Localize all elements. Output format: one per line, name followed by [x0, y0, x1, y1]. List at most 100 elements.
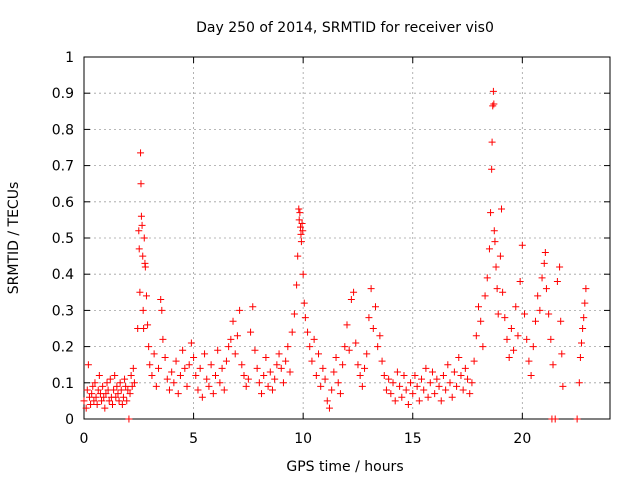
data-point [240, 372, 248, 380]
data-point [470, 357, 478, 365]
data-point [352, 339, 360, 347]
data-point [255, 379, 263, 387]
data-point [300, 299, 308, 307]
data-point [455, 353, 463, 361]
data-point [376, 332, 384, 340]
data-point [498, 205, 506, 213]
data-point [579, 325, 587, 332]
data-point [92, 393, 100, 401]
data-point [299, 270, 307, 278]
data-point [576, 353, 584, 361]
data-point [231, 350, 239, 358]
data-point [581, 299, 589, 307]
data-point [299, 227, 307, 235]
data-point [558, 350, 566, 358]
data-point [294, 252, 302, 260]
data-point [203, 375, 211, 383]
data-point [325, 404, 333, 412]
data-point [296, 209, 304, 217]
data-point [168, 368, 176, 376]
data-point [118, 401, 126, 409]
data-point [464, 375, 472, 383]
data-point [275, 350, 283, 358]
data-point [404, 401, 412, 409]
data-point [493, 285, 501, 293]
data-point [112, 393, 120, 401]
data-point [536, 306, 544, 314]
data-point [297, 230, 305, 238]
y-tick-label: 0.3 [52, 303, 74, 319]
data-point [475, 303, 482, 311]
data-point [152, 382, 160, 390]
data-point [249, 303, 257, 311]
data-point [297, 238, 305, 246]
data-point [321, 375, 329, 383]
data-point [319, 364, 327, 372]
data-point [582, 285, 590, 293]
data-point [174, 390, 182, 398]
data-point [100, 393, 108, 401]
data-point [435, 382, 443, 390]
data-point [380, 372, 388, 380]
data-point [422, 364, 430, 372]
data-point [402, 386, 410, 394]
data-point [94, 386, 102, 394]
data-point [472, 332, 480, 340]
data-point [106, 375, 114, 383]
data-point [293, 281, 301, 289]
y-tick-label: 0.1 [52, 376, 74, 392]
data-point [491, 238, 499, 246]
data-point [260, 372, 268, 380]
data-point [145, 343, 153, 351]
data-point [253, 364, 261, 372]
data-point [144, 321, 152, 329]
data-point [556, 263, 564, 271]
data-point [489, 102, 497, 110]
data-point [345, 346, 353, 354]
data-point [358, 382, 366, 390]
data-point [525, 357, 533, 365]
data-point [424, 393, 432, 401]
data-point [286, 368, 294, 376]
data-point [557, 317, 565, 325]
data-point [494, 310, 502, 318]
data-point [298, 220, 306, 228]
data-point [148, 372, 156, 380]
data-point [103, 379, 111, 387]
data-point [542, 285, 550, 293]
data-point [531, 317, 539, 325]
data-point [332, 353, 340, 361]
data-point [505, 353, 513, 361]
data-point [304, 328, 312, 336]
grid-lines [84, 57, 610, 419]
data-point [161, 353, 169, 361]
data-point [179, 346, 187, 354]
y-tick-label: 0 [65, 412, 74, 428]
data-point [343, 321, 351, 329]
data-point [229, 317, 237, 325]
data-point [290, 310, 298, 318]
data-point [418, 375, 426, 383]
data-point [284, 343, 292, 351]
data-point [374, 343, 382, 351]
data-point [88, 390, 96, 398]
data-point [105, 397, 113, 405]
data-point [238, 361, 246, 369]
y-tick-label: 0.8 [52, 122, 74, 138]
data-point [196, 364, 204, 372]
data-point [140, 325, 148, 332]
data-point [490, 227, 498, 235]
data-point [146, 361, 154, 369]
data-point [450, 368, 458, 376]
data-point [185, 361, 193, 369]
data-point [181, 364, 189, 372]
data-point [347, 296, 355, 304]
data-point [117, 386, 125, 394]
data-point [268, 386, 276, 394]
data-point [194, 386, 202, 394]
data-point [251, 346, 259, 354]
data-point [89, 382, 97, 390]
data-point [295, 216, 303, 224]
data-point [110, 386, 118, 394]
